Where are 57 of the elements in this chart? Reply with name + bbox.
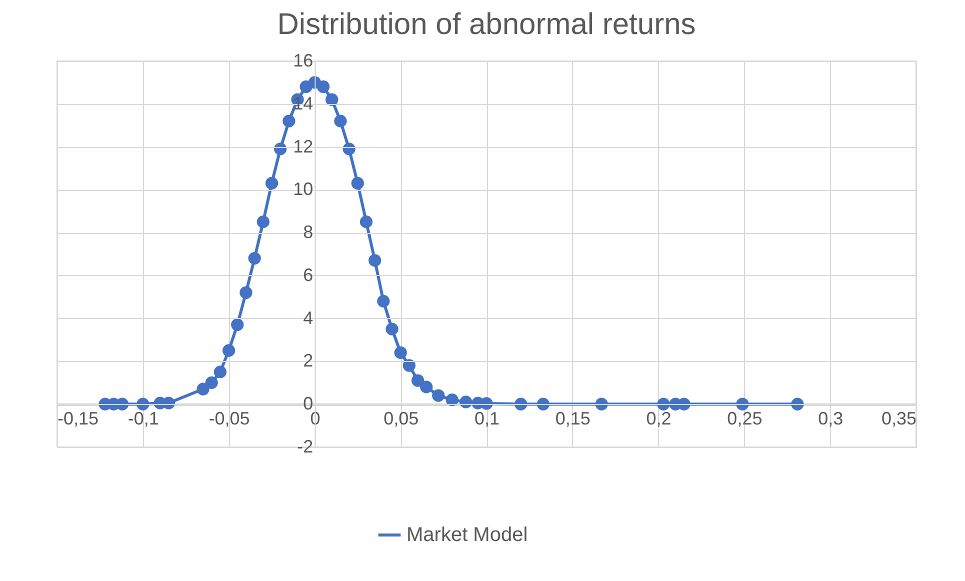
point: [411, 374, 424, 387]
point: [791, 398, 804, 410]
point: [386, 322, 398, 336]
point: [402, 359, 416, 372]
y-tick-label: 16: [293, 50, 314, 70]
x-tick-label: -0,05: [208, 408, 250, 429]
x-tick-label: 0,3: [818, 408, 844, 429]
y-tick-label: 12: [293, 136, 314, 156]
point: [514, 398, 528, 410]
y-tick-label: 0: [303, 394, 314, 414]
point: [334, 114, 347, 128]
point: [326, 93, 338, 106]
point: [536, 398, 550, 410]
chart-title: Distribution of abnormal returns: [277, 8, 696, 41]
point: [256, 216, 270, 228]
y-tick-label: 10: [293, 179, 314, 200]
y-tick-label: 14: [293, 93, 314, 114]
point: [205, 376, 218, 389]
point: [420, 380, 433, 394]
point: [595, 398, 608, 410]
point: [446, 394, 458, 406]
x-tick-label: 0,1: [474, 408, 500, 429]
point: [368, 254, 382, 267]
x-tick-label: 0,25: [727, 408, 762, 429]
y-tick-label: 4: [303, 308, 314, 328]
point: [116, 398, 129, 410]
point: [316, 80, 330, 94]
point: [282, 114, 296, 128]
point: [360, 216, 373, 228]
x-tick-label: -0,15: [58, 408, 99, 429]
point: [196, 382, 210, 396]
x-tick-label: 0,05: [384, 408, 419, 429]
point: [377, 294, 390, 308]
y-tick-label: 8: [303, 222, 314, 242]
x-tick-label: 0,35: [881, 408, 916, 429]
point: [240, 286, 252, 299]
y-tick-label: -2: [297, 436, 314, 456]
point: [342, 142, 356, 156]
point: [248, 252, 261, 265]
point: [394, 346, 407, 359]
point: [432, 389, 445, 402]
y-tick-label: 2: [303, 350, 314, 371]
point: [274, 142, 287, 156]
point: [136, 398, 150, 410]
point: [222, 344, 236, 357]
point: [351, 176, 364, 190]
point: [460, 396, 472, 408]
x-tick-label: 0,2: [646, 408, 672, 429]
point: [736, 398, 749, 410]
point: [265, 176, 278, 190]
y-tick-label: 6: [303, 264, 314, 285]
point: [480, 397, 493, 410]
legend-label: Market Model: [406, 524, 528, 546]
point: [231, 318, 244, 332]
point: [214, 366, 227, 378]
x-tick-label: 0,15: [555, 408, 590, 429]
x-tick-label: -0,1: [128, 408, 159, 429]
